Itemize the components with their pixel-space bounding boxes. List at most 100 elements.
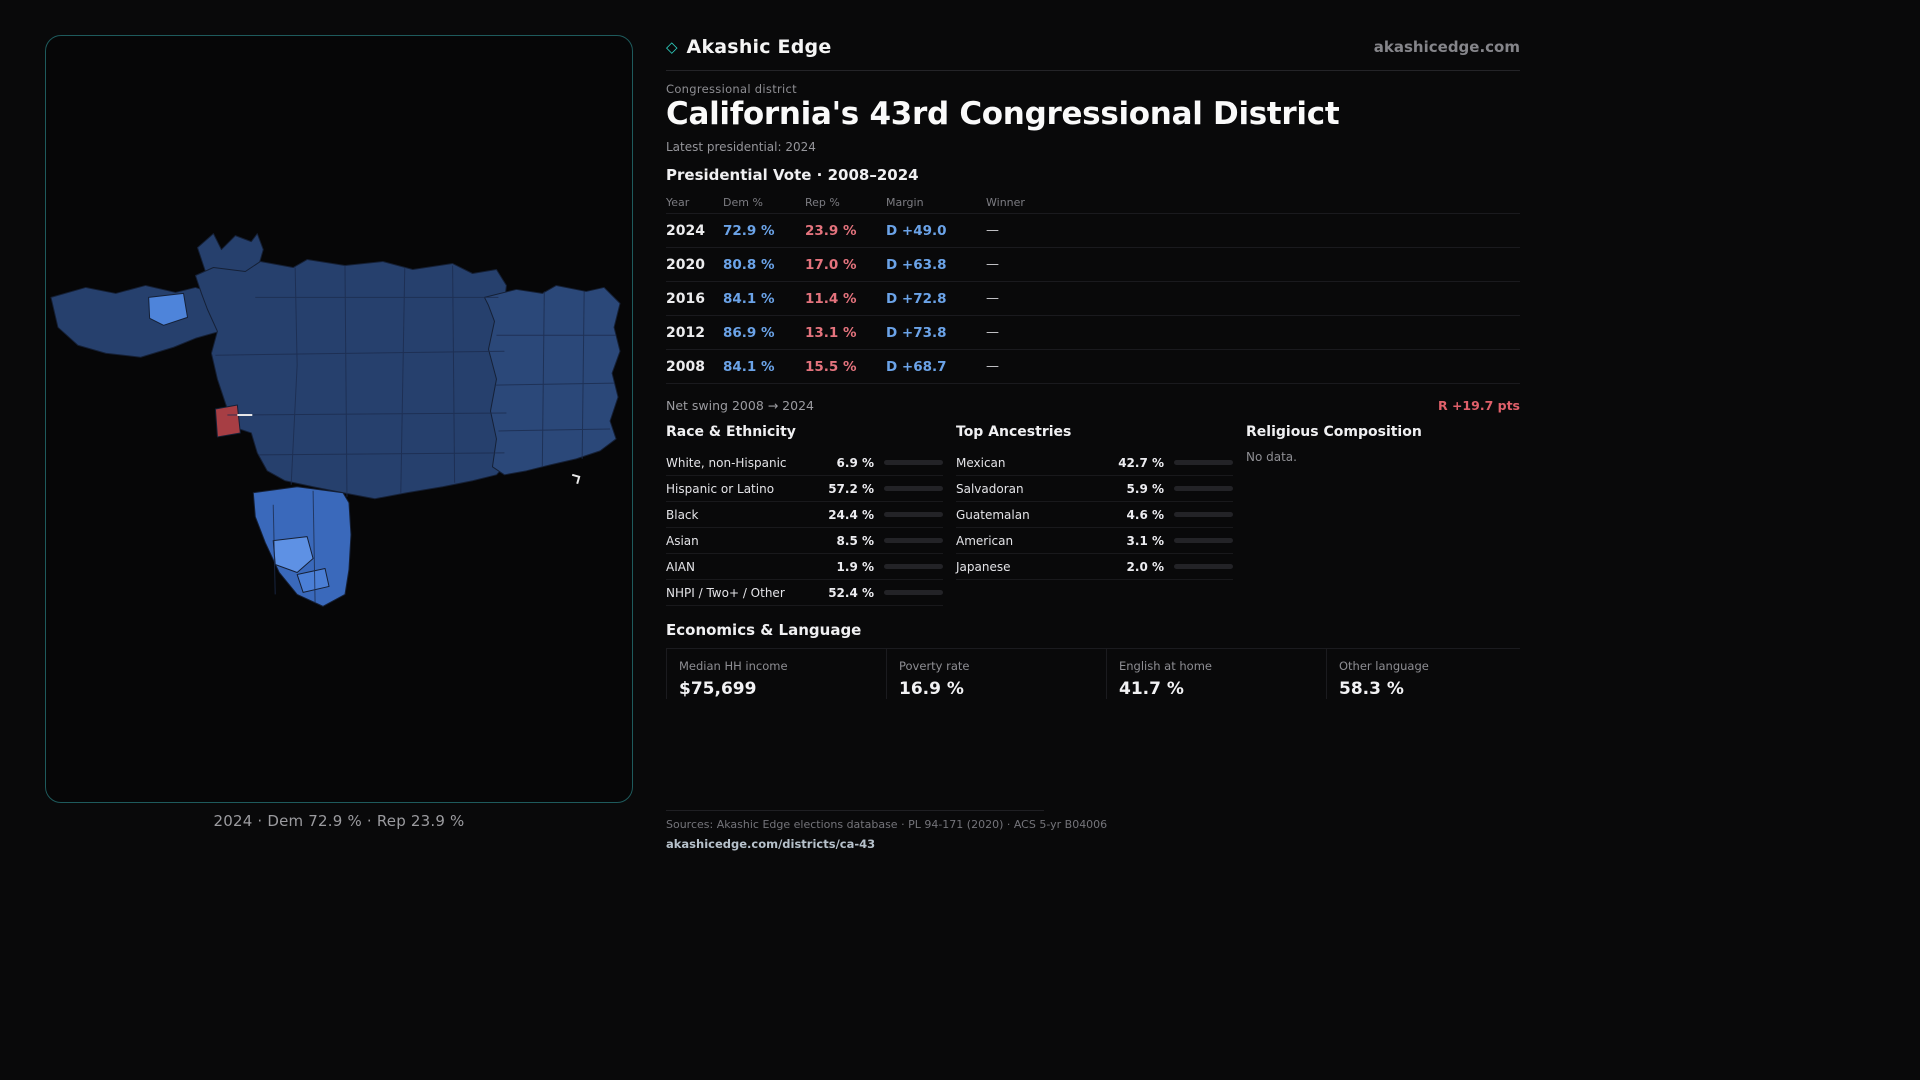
race-value: 6.9 % <box>836 455 874 470</box>
race-value: 57.2 % <box>828 481 874 496</box>
economics-heading: Economics & Language <box>666 621 862 639</box>
cell-dem-pct: 72.9 % <box>723 222 775 239</box>
cell-winner: — <box>986 325 999 340</box>
list-item: Black 24.4 % <box>666 502 943 528</box>
cell-rep-pct: 15.5 % <box>805 358 857 375</box>
header: ◇ Akashic Edge akashicedge.com <box>666 33 1520 61</box>
list-item: Guatemalan 4.6 % <box>956 502 1233 528</box>
ancestry-value: 3.1 % <box>1126 533 1164 548</box>
ancestry-bar-track <box>1174 564 1233 569</box>
district-map <box>50 233 621 607</box>
list-item: Hispanic or Latino 57.2 % <box>666 476 943 502</box>
ancestry-label: American <box>956 533 1014 548</box>
table-row: 2008 84.1 % 15.5 % D +68.7 — <box>666 350 1520 384</box>
cell-dem-pct: 84.1 % <box>723 290 775 307</box>
stat-label: Median HH income <box>679 659 788 673</box>
stat-label: English at home <box>1119 659 1212 673</box>
religious-composition-column: Religious Composition No data. <box>1246 424 1520 606</box>
ancestries-heading: Top Ancestries <box>956 424 1072 440</box>
cell-margin: D +68.7 <box>886 358 947 375</box>
net-swing-label: Net swing 2008 → 2024 <box>666 398 814 413</box>
stat-value: 16.9 % <box>899 679 964 699</box>
top-ancestries-column: Top Ancestries Mexican 42.7 % Salvadoran… <box>956 424 1233 606</box>
stat-label: Other language <box>1339 659 1429 673</box>
map-region-main <box>194 259 513 500</box>
list-item: American 3.1 % <box>956 528 1233 554</box>
economics-stats: Median HH income $75,699 Poverty rate 16… <box>666 648 1520 699</box>
col-header-rep: Rep % <box>805 196 840 209</box>
ancestry-label: Salvadoran <box>956 481 1024 496</box>
diamond-icon: ◇ <box>666 37 678 56</box>
list-item: Japanese 2.0 % <box>956 554 1233 580</box>
race-ethnicity-column: Race & Ethnicity White, non-Hispanic 6.9… <box>666 424 943 606</box>
cell-margin: D +63.8 <box>886 256 947 273</box>
cell-rep-pct: 23.9 % <box>805 222 857 239</box>
stat-label: Poverty rate <box>899 659 970 673</box>
page-title: California's 43rd Congressional District <box>666 96 1340 132</box>
race-label: Black <box>666 507 699 522</box>
table-row: 2020 80.8 % 17.0 % D +63.8 — <box>666 248 1520 282</box>
ancestry-label: Mexican <box>956 455 1006 470</box>
race-bar-track <box>884 512 943 517</box>
vote-table-heading: Presidential Vote · 2008–2024 <box>666 166 919 184</box>
cell-winner: — <box>986 223 999 238</box>
stat-value: 58.3 % <box>1339 679 1404 699</box>
cell-dem-pct: 80.8 % <box>723 256 775 273</box>
cell-rep-pct: 17.0 % <box>805 256 857 273</box>
religion-no-data: No data. <box>1246 450 1297 464</box>
stat-card: Median HH income $75,699 <box>666 649 886 699</box>
stat-value: $75,699 <box>679 679 757 699</box>
stat-card: Other language 58.3 % <box>1326 649 1520 699</box>
net-swing-value: R +19.7 pts <box>1437 398 1520 413</box>
table-row: 2024 72.9 % 23.9 % D +49.0 — <box>666 214 1520 248</box>
table-row: 2016 84.1 % 11.4 % D +72.8 — <box>666 282 1520 316</box>
cell-winner: — <box>986 257 999 272</box>
race-value: 24.4 % <box>828 507 874 522</box>
map-region-south-light-2 <box>296 567 330 593</box>
map-region-red-precinct <box>214 404 241 438</box>
list-item: AIAN 1.9 % <box>666 554 943 580</box>
map-region-east <box>484 284 621 476</box>
race-label: Asian <box>666 533 699 548</box>
cell-year: 2008 <box>666 358 705 375</box>
col-header-dem: Dem % <box>723 196 763 209</box>
site-link[interactable]: akashicedge.com <box>1373 38 1520 56</box>
footer-divider <box>666 810 1044 811</box>
ancestry-value: 5.9 % <box>1126 481 1164 496</box>
list-item: NHPI / Two+ / Other 52.4 % <box>666 580 943 606</box>
list-item: Asian 8.5 % <box>666 528 943 554</box>
ancestry-bar-track <box>1174 460 1233 465</box>
race-heading: Race & Ethnicity <box>666 424 796 440</box>
stat-card: Poverty rate 16.9 % <box>886 649 1106 699</box>
race-label: White, non-Hispanic <box>666 455 787 470</box>
col-header-margin: Margin <box>886 196 924 209</box>
race-label: NHPI / Two+ / Other <box>666 585 785 600</box>
district-permalink[interactable]: akashicedge.com/districts/ca-43 <box>666 837 876 851</box>
brand-name: Akashic Edge <box>686 36 832 58</box>
ancestry-bar-track <box>1174 538 1233 543</box>
cell-winner: — <box>986 291 999 306</box>
cell-dem-pct: 86.9 % <box>723 324 775 341</box>
stat-card: English at home 41.7 % <box>1106 649 1326 699</box>
map-region-west-light <box>148 292 189 326</box>
race-value: 52.4 % <box>828 585 874 600</box>
religion-heading: Religious Composition <box>1246 424 1422 440</box>
sources-text: Sources: Akashic Edge elections database… <box>666 818 1108 831</box>
map-caption: 2024 · Dem 72.9 % · Rep 23.9 % <box>213 812 465 830</box>
map-region-west-arm <box>50 284 228 358</box>
demographics-section: Race & Ethnicity White, non-Hispanic 6.9… <box>666 424 1520 606</box>
cell-year: 2024 <box>666 222 705 239</box>
footer: Sources: Akashic Edge elections database… <box>666 810 1107 852</box>
ancestry-label: Japanese <box>956 559 1011 574</box>
ancestry-value: 4.6 % <box>1126 507 1164 522</box>
ancestry-value: 42.7 % <box>1118 455 1164 470</box>
race-bar-track <box>884 564 943 569</box>
cell-margin: D +72.8 <box>886 290 947 307</box>
race-value: 8.5 % <box>836 533 874 548</box>
net-swing-row: Net swing 2008 → 2024 R +19.7 pts <box>666 398 1520 413</box>
ancestry-label: Guatemalan <box>956 507 1030 522</box>
presidential-vote-table: Year Dem % Rep % Margin Winner 2024 72.9… <box>666 192 1520 384</box>
list-item: Salvadoran 5.9 % <box>956 476 1233 502</box>
cell-winner: — <box>986 359 999 374</box>
